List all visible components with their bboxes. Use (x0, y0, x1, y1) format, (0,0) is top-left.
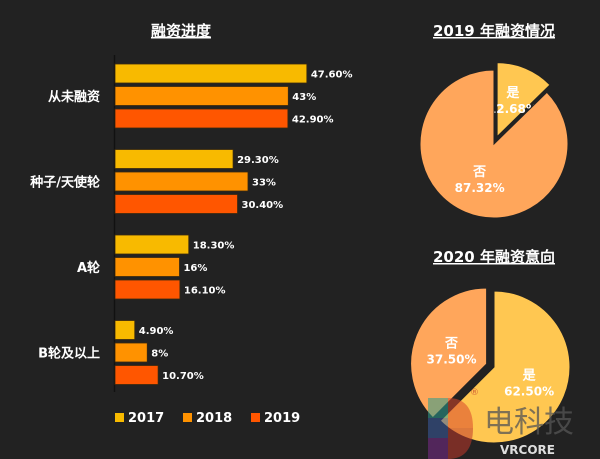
data-label: 42.90% (292, 115, 334, 126)
category-label: 种子/天使轮 (29, 175, 100, 191)
logo-shape (428, 418, 448, 438)
legend-label: 2017 (128, 411, 164, 426)
bar-2017 (114, 149, 234, 169)
data-label: 29.30% (237, 155, 279, 166)
bar-2017 (114, 63, 308, 84)
pie-value: 62.50% (504, 385, 554, 399)
bar-2017 (114, 320, 136, 340)
watermark-sub: VRCORE (500, 443, 555, 457)
logo-shape (428, 398, 448, 418)
watermark-brand: 电科技 (484, 405, 574, 440)
watermark-logo (428, 398, 473, 459)
pie-slice-否 (419, 69, 569, 219)
pie-slice-否 (410, 287, 488, 419)
pie-slice-是 (496, 62, 551, 138)
data-label: 47.60% (311, 70, 353, 81)
category-label: B轮及以上 (38, 346, 100, 362)
data-label: 4.90% (139, 326, 174, 337)
bar-2018 (114, 257, 180, 277)
watermark-mark: ® (470, 388, 479, 398)
bar-2018 (114, 342, 148, 363)
data-label: 16% (183, 263, 207, 274)
bar-2019 (114, 279, 181, 300)
legend-label: 2019 (264, 411, 300, 426)
pie-title-1: 2019 年融资情况 (433, 22, 555, 40)
data-label: 18.30% (193, 241, 235, 252)
pie-label: 是 (522, 369, 537, 384)
data-label: 43% (292, 92, 316, 103)
legend-swatch-2019 (251, 413, 260, 422)
pie-title-2: 2020 年融资意向 (433, 248, 555, 266)
data-label: 30.40% (242, 200, 284, 211)
data-label: 10.70% (162, 371, 204, 382)
bar-2017 (114, 234, 190, 255)
pie-label: 是 (505, 86, 520, 101)
bar-2019 (114, 365, 159, 385)
bar-chart-title: 融资进度 (151, 22, 212, 40)
data-label: 33% (252, 178, 276, 189)
category-label: A轮 (77, 260, 100, 276)
category-label: 从未融资 (48, 89, 100, 105)
legend-swatch-2017 (115, 413, 124, 422)
legend-swatch-2018 (183, 413, 192, 422)
pie-value: 87.32% (455, 181, 505, 195)
bar-2019 (114, 108, 289, 129)
logo-shape (448, 398, 473, 428)
pie-value: 12.68% (488, 102, 538, 116)
data-label: 16.10% (184, 286, 226, 297)
pie-value: 37.50% (427, 352, 477, 366)
bar-2019 (114, 194, 238, 214)
logo-shape (448, 428, 473, 459)
logo-shape (428, 438, 448, 459)
data-label: 8% (151, 349, 168, 360)
legend-label: 2018 (196, 411, 232, 426)
bar-2018 (114, 171, 249, 192)
bar-2018 (114, 86, 289, 106)
pie-label: 否 (444, 336, 458, 351)
pie-label: 否 (472, 165, 486, 180)
pie-slice-是 (439, 290, 571, 444)
